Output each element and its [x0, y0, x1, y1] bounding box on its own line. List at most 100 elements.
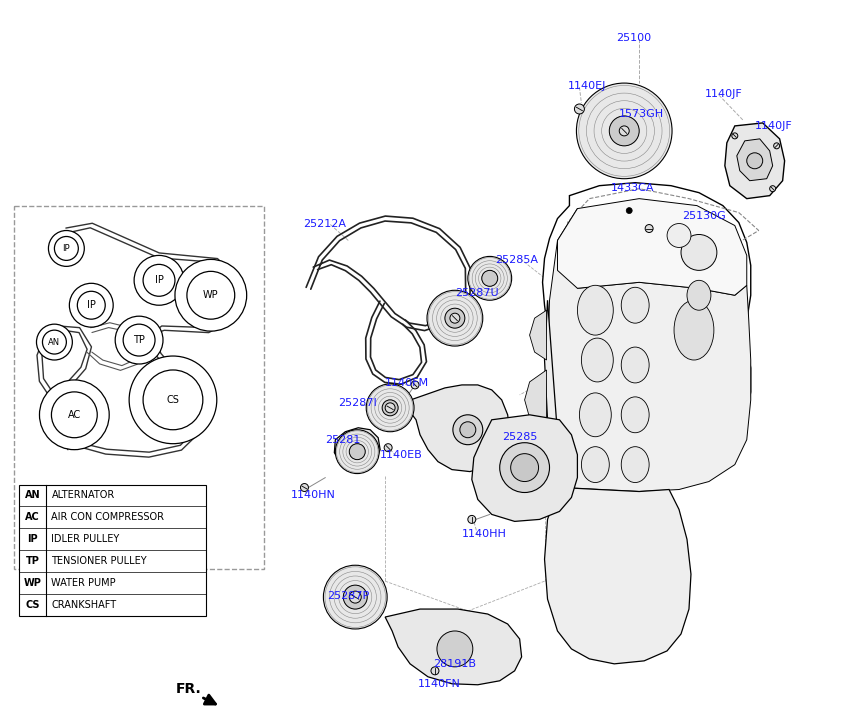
Polygon shape — [737, 139, 773, 181]
Text: IDLER PULLEY: IDLER PULLEY — [52, 534, 120, 545]
Polygon shape — [557, 198, 747, 295]
Text: 1140HH: 1140HH — [462, 529, 507, 539]
Text: AC: AC — [25, 513, 40, 523]
Circle shape — [382, 400, 398, 416]
Text: AIR CON COMPRESSOR: AIR CON COMPRESSOR — [52, 513, 165, 523]
Text: IP: IP — [27, 534, 38, 545]
Circle shape — [468, 257, 511, 300]
Circle shape — [323, 565, 388, 629]
Circle shape — [175, 260, 247, 331]
Text: 1573GH: 1573GH — [619, 109, 664, 119]
Polygon shape — [471, 415, 577, 521]
Text: TP: TP — [133, 335, 145, 345]
Circle shape — [77, 292, 105, 319]
Circle shape — [437, 631, 473, 667]
Polygon shape — [525, 370, 546, 427]
Circle shape — [300, 483, 309, 491]
Text: WP: WP — [203, 290, 219, 300]
Circle shape — [619, 126, 629, 136]
Circle shape — [40, 380, 109, 450]
Ellipse shape — [622, 287, 649, 324]
Polygon shape — [334, 427, 380, 470]
Text: 1140JF: 1140JF — [705, 89, 743, 99]
Circle shape — [52, 392, 98, 438]
Text: FR.: FR. — [176, 682, 202, 696]
Polygon shape — [525, 438, 546, 489]
Ellipse shape — [577, 285, 613, 335]
Circle shape — [645, 225, 653, 233]
Text: IP: IP — [86, 300, 96, 310]
Bar — [19, 484, 206, 616]
Circle shape — [54, 236, 78, 260]
Circle shape — [431, 667, 439, 675]
Circle shape — [427, 290, 483, 346]
Text: 25287I: 25287I — [338, 398, 377, 408]
Circle shape — [349, 443, 365, 459]
Text: IP: IP — [154, 276, 164, 285]
Text: 1140EJ: 1140EJ — [567, 81, 605, 91]
Circle shape — [450, 313, 460, 324]
Text: 1433CA: 1433CA — [611, 182, 655, 193]
Circle shape — [667, 223, 691, 247]
Circle shape — [770, 185, 776, 192]
Text: 1140JF: 1140JF — [755, 121, 793, 131]
Circle shape — [115, 316, 163, 364]
Ellipse shape — [622, 446, 649, 483]
Text: TP: TP — [25, 556, 40, 566]
Circle shape — [385, 403, 395, 413]
Text: 25100: 25100 — [616, 33, 651, 44]
Text: 25285A: 25285A — [494, 255, 538, 265]
Text: 1140HN: 1140HN — [291, 489, 336, 499]
Circle shape — [134, 255, 184, 305]
Text: CRANKSHAFT: CRANKSHAFT — [52, 600, 116, 610]
Circle shape — [187, 271, 235, 319]
Ellipse shape — [622, 397, 649, 433]
Text: 25281: 25281 — [326, 435, 360, 445]
Polygon shape — [725, 123, 784, 198]
Circle shape — [343, 585, 367, 609]
Circle shape — [681, 235, 717, 270]
Text: 1140FN: 1140FN — [418, 679, 461, 688]
Circle shape — [468, 515, 476, 523]
Circle shape — [747, 153, 762, 169]
Circle shape — [610, 116, 639, 146]
Ellipse shape — [582, 446, 610, 483]
Circle shape — [510, 454, 538, 481]
Text: AC: AC — [68, 410, 81, 419]
Text: 28191B: 28191B — [433, 659, 476, 669]
Circle shape — [349, 591, 361, 603]
Circle shape — [626, 208, 633, 214]
Text: 25130G: 25130G — [682, 211, 726, 220]
Text: 25285: 25285 — [502, 432, 537, 442]
Circle shape — [335, 430, 379, 473]
Text: 25287U: 25287U — [455, 289, 499, 298]
Polygon shape — [530, 310, 546, 360]
Circle shape — [574, 104, 584, 114]
Text: 25212A: 25212A — [304, 219, 347, 228]
Circle shape — [70, 284, 113, 327]
Text: ALTERNATOR: ALTERNATOR — [52, 491, 114, 500]
Circle shape — [36, 324, 72, 360]
Text: TENSIONER PULLEY: TENSIONER PULLEY — [52, 556, 147, 566]
Text: AN: AN — [25, 491, 41, 500]
Text: 1140FM: 1140FM — [385, 378, 429, 388]
Circle shape — [732, 133, 738, 139]
Circle shape — [123, 324, 155, 356]
Text: WATER PUMP: WATER PUMP — [52, 578, 116, 588]
Ellipse shape — [579, 393, 611, 437]
Ellipse shape — [582, 338, 613, 382]
Ellipse shape — [674, 300, 714, 360]
Text: WP: WP — [24, 578, 42, 588]
Polygon shape — [405, 385, 510, 472]
Circle shape — [143, 265, 175, 297]
Text: 25287P: 25287P — [327, 591, 370, 601]
Circle shape — [384, 443, 392, 451]
Text: CS: CS — [166, 395, 180, 405]
Circle shape — [453, 415, 483, 445]
Polygon shape — [548, 209, 750, 491]
Circle shape — [482, 270, 498, 286]
Circle shape — [366, 384, 414, 432]
Circle shape — [577, 83, 672, 179]
Circle shape — [129, 356, 217, 443]
Polygon shape — [544, 300, 691, 664]
